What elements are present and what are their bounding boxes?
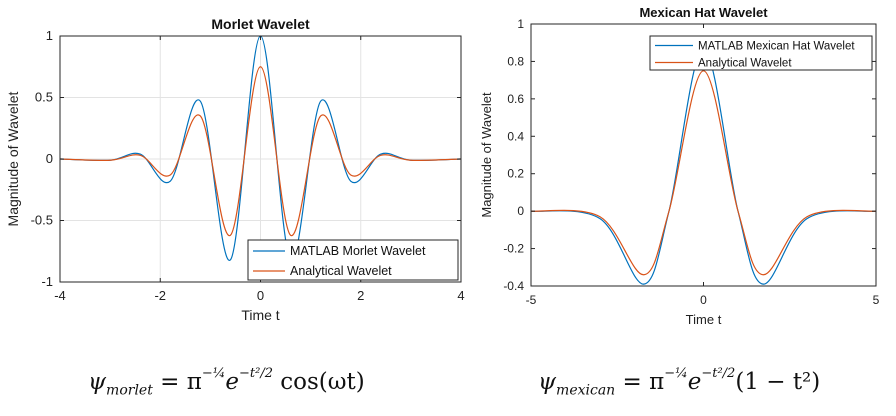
morlet-formula-eq: = π: [160, 369, 202, 395]
y-tick-label: -0.2: [503, 242, 524, 256]
x-axis-label: Time t: [241, 307, 279, 323]
series-line-2: [530, 70, 877, 276]
mexican-formula-tail: (1 − t²): [735, 369, 821, 395]
mexican-formula: ψmexican = π−¼e−t²/2(1 − t²): [538, 366, 820, 399]
chart-title: Morlet Wavelet: [211, 16, 310, 32]
legend-box: [247, 239, 459, 281]
morlet-formula-sub: morlet: [106, 382, 153, 399]
series-line-2: [59, 66, 462, 236]
x-tick-label: 4: [457, 288, 464, 303]
legend-label-1: MATLAB Morlet Wavelet: [290, 244, 426, 258]
y-tick-label: 0.6: [507, 92, 524, 106]
legend-label-1: MATLAB Mexican Hat Wavelet: [698, 41, 855, 53]
y-tick-label: 0.5: [35, 90, 53, 105]
morlet-formula-e: e: [225, 369, 239, 395]
x-tick-label: 0: [700, 293, 707, 307]
morlet-formula-exp1: −¼: [201, 366, 226, 381]
chart-title: Mexican Hat Wavelet: [639, 5, 768, 20]
mexican-formula-exp1: −¼: [664, 366, 688, 381]
morlet-formula-exp2: −t²/2: [238, 366, 273, 381]
y-axis-label: Magnitude of Wavelet: [479, 92, 494, 218]
morlet-formula-tail: cos(ωt): [272, 369, 365, 395]
x-tick-label: -2: [154, 288, 166, 303]
legend-label-2: Analytical Wavelet: [698, 58, 792, 70]
x-tick-label: 0: [257, 288, 264, 303]
legend-label-2: Analytical Wavelet: [290, 264, 392, 278]
x-tick-label: 5: [873, 293, 880, 307]
mexican-formula-exp2: −t²/2: [701, 366, 736, 381]
mexican-formula-psi: ψ: [538, 369, 557, 395]
y-tick-label: -1: [41, 274, 53, 289]
mexican-formula-sub: mexican: [556, 382, 616, 399]
legend-box: [649, 35, 873, 71]
mexican-formula-eq: = π: [622, 369, 665, 395]
y-tick-label: 0.4: [507, 129, 524, 143]
y-tick-label: -0.5: [31, 213, 53, 228]
x-tick-label: 2: [357, 288, 364, 303]
legend: MATLAB Morlet Wavelet Analytical Wavelet: [247, 239, 459, 281]
y-tick-label: 0: [517, 204, 524, 218]
y-tick-label: 0: [46, 151, 53, 166]
x-tick-label: -4: [54, 288, 66, 303]
y-tick-label: 0.2: [507, 167, 524, 181]
morlet-formula-psi: ψ: [88, 369, 107, 395]
legend: MATLAB Mexican Hat Wavelet Analytical Wav…: [649, 35, 873, 71]
x-tick-label: -5: [526, 293, 537, 307]
morlet-plot-group: -4 -2 0 2 4 -1 -0.5 0 0.5 1 Morlet Wavelet Time t Ma…: [5, 16, 465, 323]
y-tick-label: 1: [517, 17, 524, 31]
y-tick-label: -0.4: [503, 279, 524, 293]
morlet-formula: ψmorlet = π−¼e−t²/2 cos(ωt): [88, 366, 365, 399]
y-axis-label: Magnitude of Wavelet: [5, 91, 21, 226]
y-tick-label: 0.8: [507, 54, 524, 68]
mexican-formula-e: e: [687, 369, 702, 395]
mexican-hat-plot-group: -5 0 5 -0.4 -0.2 0 0.2 0.4 0.6 0.8 1 Mexican Hat Wa…: [479, 5, 880, 327]
y-tick-label: 1: [46, 28, 53, 43]
x-axis-label: Time t: [686, 312, 722, 327]
